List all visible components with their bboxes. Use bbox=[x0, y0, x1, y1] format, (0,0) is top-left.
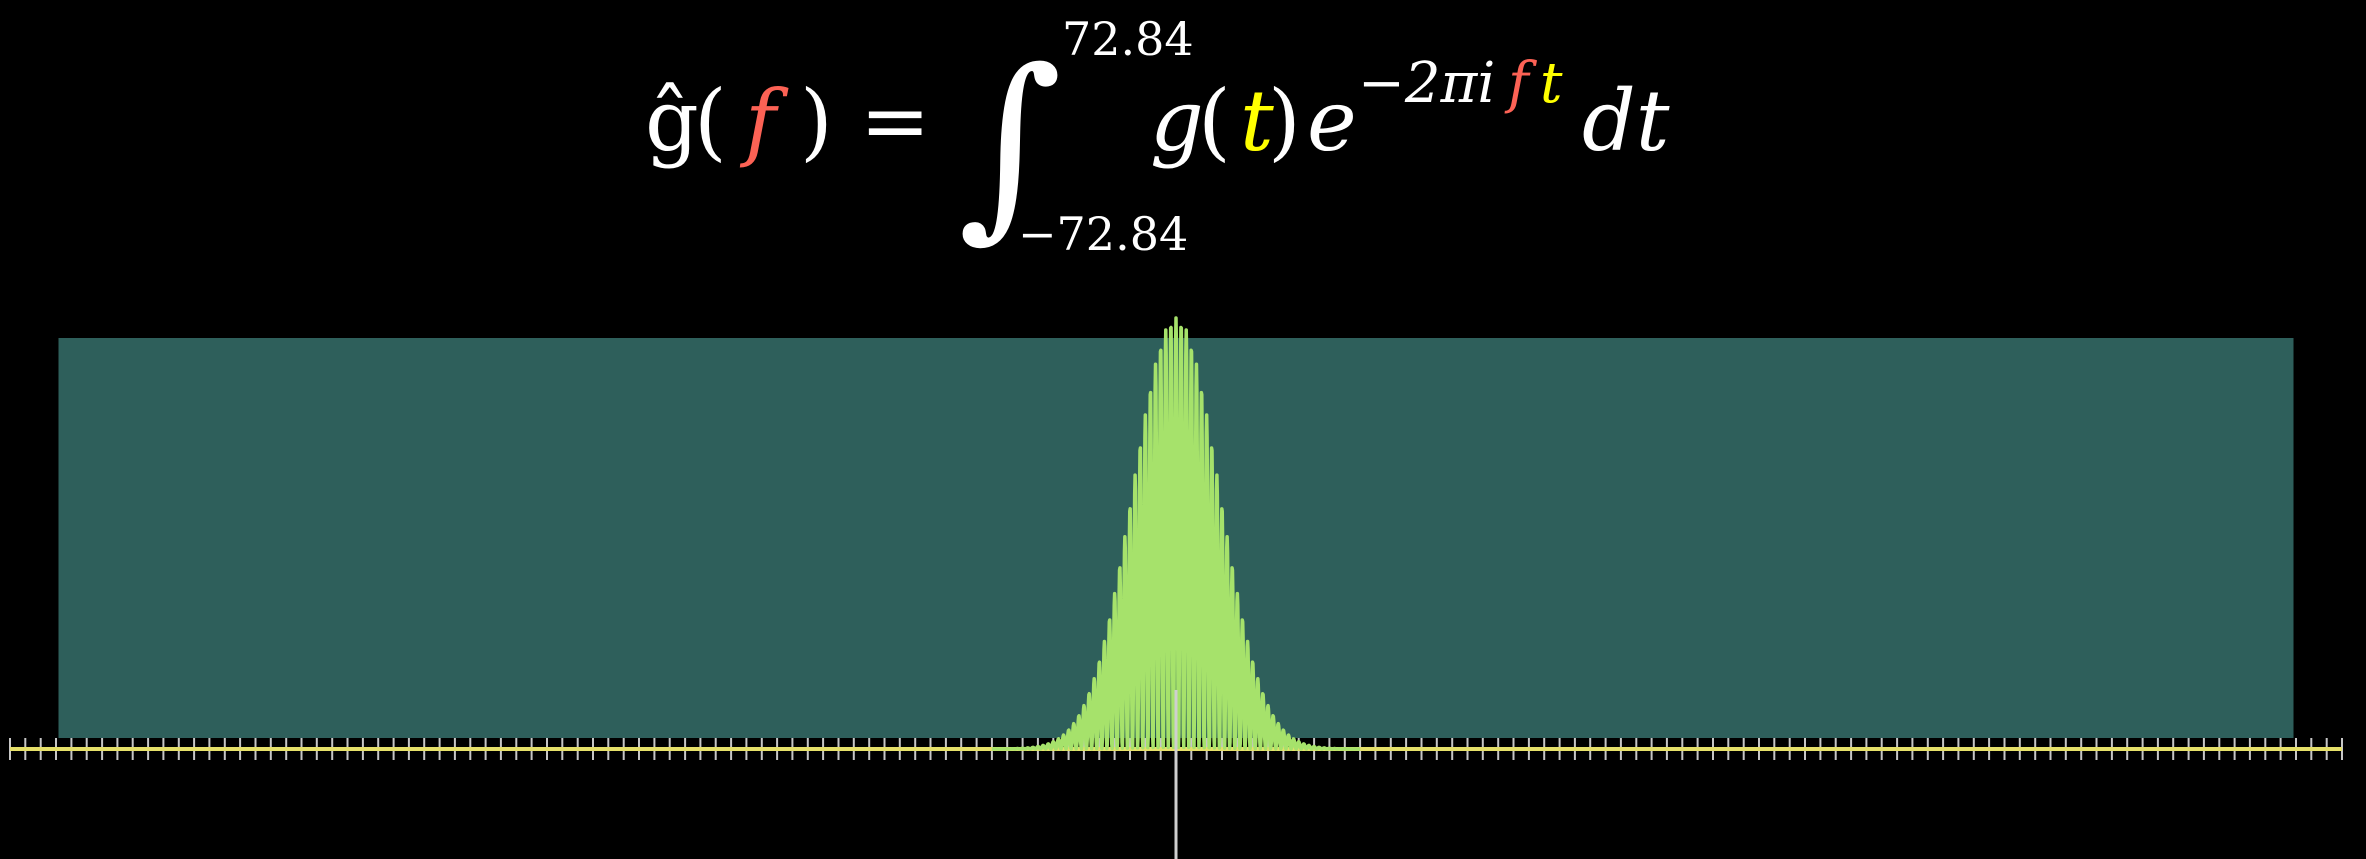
upper-limit: 72.84 bbox=[1062, 12, 1194, 66]
exponent-frequency-variable: f bbox=[1504, 51, 1538, 116]
exponent-time-variable: t bbox=[1540, 51, 1563, 116]
lhs-function: ĝ bbox=[645, 72, 699, 170]
signal-curve bbox=[990, 316, 1362, 751]
differential: dt bbox=[1582, 72, 1670, 170]
exponent-prefix: −2πi bbox=[1358, 51, 1495, 116]
lower-limit: −72.84 bbox=[1018, 207, 1188, 261]
integrand-function: g bbox=[1150, 72, 1204, 170]
signal-graph bbox=[9, 316, 2343, 859]
lhs-open-paren: ( bbox=[694, 72, 727, 170]
lhs-frequency-variable: f bbox=[739, 72, 789, 170]
integrand-close-paren: ) bbox=[1268, 72, 1301, 170]
lhs-close-paren: ) bbox=[800, 72, 833, 170]
integrand-open-paren: ( bbox=[1198, 72, 1231, 170]
fourier-formula: ĝ ( f ) = ∫ 72.84 −72.84 g ( t ) e −2πi … bbox=[645, 12, 1670, 261]
exponential-base: e bbox=[1307, 72, 1357, 170]
integrand-time-variable: t bbox=[1240, 72, 1274, 170]
equals-sign: = bbox=[860, 72, 930, 170]
integral-sign: ∫ bbox=[958, 27, 1062, 260]
